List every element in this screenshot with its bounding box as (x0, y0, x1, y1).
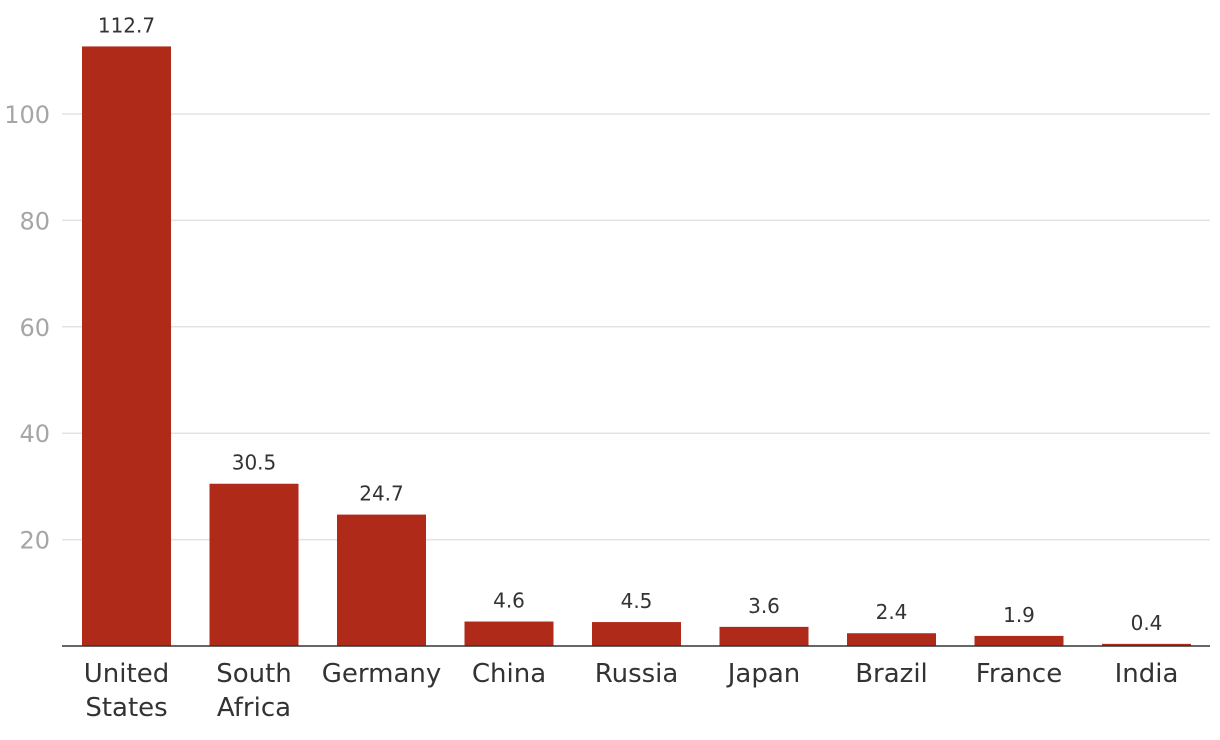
x-tick-label: China (472, 659, 546, 689)
bar (337, 514, 426, 646)
bar (464, 621, 554, 646)
bar (974, 635, 1064, 646)
y-tick-label: 80 (19, 207, 50, 235)
data-label: 24.7 (359, 482, 404, 506)
x-tick-label: United (84, 659, 169, 689)
x-tick-label: Africa (217, 693, 291, 723)
data-label: 3.6 (748, 594, 780, 618)
x-tick-label: Germany (322, 659, 442, 689)
y-tick-label: 20 (19, 527, 50, 555)
bar (847, 633, 936, 646)
data-label: 30.5 (232, 451, 277, 475)
data-label: 4.6 (493, 589, 525, 613)
y-tick-label: 100 (4, 101, 50, 129)
data-label: 1.9 (1003, 603, 1035, 627)
bar (719, 626, 809, 646)
bar (209, 483, 299, 646)
gridlines (62, 113, 1210, 541)
x-tick-label: France (976, 659, 1062, 689)
x-tick-label: Japan (726, 659, 801, 689)
x-tick-label: Russia (595, 659, 679, 689)
category-labels: United States South Africa Germany China Russi… (84, 659, 1179, 723)
bars (82, 46, 1191, 647)
x-tick-label: Brazil (855, 659, 928, 689)
bar (1102, 643, 1191, 646)
bar (82, 46, 171, 647)
y-tick-label: 40 (19, 420, 50, 448)
data-label: 112.7 (98, 13, 155, 37)
x-tick-label: South (216, 659, 292, 689)
y-tick-label: 60 (19, 314, 50, 342)
data-label: 0.4 (1131, 611, 1163, 635)
value-labels: 112.7 30.5 24.7 4.6 4.5 3.6 2.4 1.9 0.4 (98, 13, 1163, 634)
x-tick-label: States (85, 693, 167, 723)
data-label: 4.5 (621, 589, 653, 613)
x-tick-label: India (1115, 659, 1179, 689)
bar (592, 622, 681, 646)
y-axis-ticks: 20 40 60 80 100 (4, 101, 50, 555)
data-label: 2.4 (876, 600, 908, 624)
